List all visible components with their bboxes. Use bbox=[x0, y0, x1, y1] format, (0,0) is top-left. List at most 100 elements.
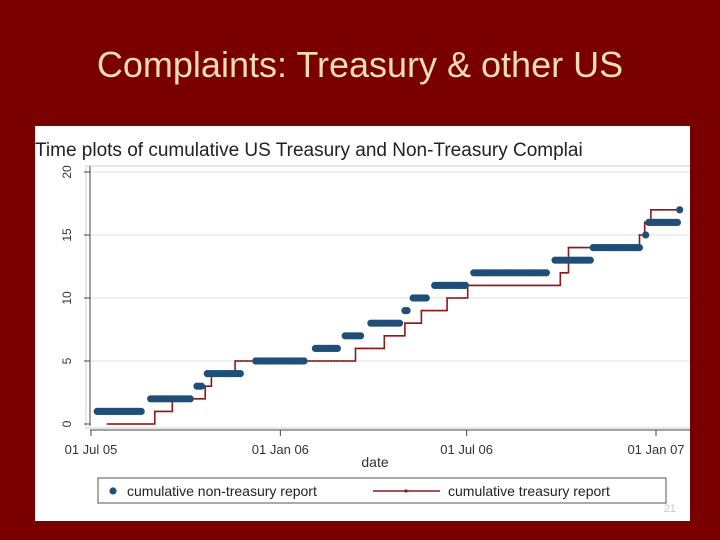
treasury-point bbox=[472, 284, 475, 287]
chart-title: Time plots of cumulative US Treasury and… bbox=[35, 140, 583, 161]
treasury-point bbox=[553, 284, 556, 287]
legend-marker-non-treasury bbox=[109, 487, 117, 495]
treasury-point bbox=[392, 334, 395, 337]
treasury-point bbox=[420, 309, 423, 312]
treasury-point bbox=[449, 297, 451, 299]
treasury-point bbox=[668, 208, 670, 211]
treasury-point bbox=[541, 284, 544, 287]
treasury-point bbox=[544, 284, 547, 287]
treasury-point bbox=[366, 347, 369, 350]
non-treasury-point bbox=[333, 344, 341, 352]
x-axis-label: date bbox=[361, 454, 388, 470]
treasury-point bbox=[455, 297, 457, 299]
y-tick-label: 10 bbox=[60, 291, 74, 305]
treasury-point bbox=[148, 423, 151, 425]
treasury-point bbox=[490, 284, 493, 287]
treasury-point bbox=[145, 423, 148, 425]
x-tick-label: 01 Jul 05 bbox=[65, 442, 118, 457]
treasury-point bbox=[416, 322, 418, 325]
treasury-point bbox=[565, 271, 568, 274]
treasury-point bbox=[423, 309, 426, 312]
treasury-point bbox=[237, 360, 240, 362]
treasury-point bbox=[517, 284, 520, 287]
treasury-point bbox=[381, 347, 384, 350]
treasury-point bbox=[570, 246, 573, 249]
cumulative-complaints-chart: 0 5 10 15 20 01 Jul 05 01 Jan 06 01 Jul 06 01 Ja… bbox=[60, 165, 690, 504]
treasury-point bbox=[505, 284, 508, 287]
treasury-point bbox=[198, 397, 201, 400]
treasury-point bbox=[153, 410, 156, 413]
treasury-point bbox=[665, 208, 667, 211]
treasury-point bbox=[333, 360, 335, 362]
non-treasury-point bbox=[461, 281, 470, 289]
treasury-point bbox=[529, 284, 532, 287]
y-tick-label: 5 bbox=[60, 357, 74, 364]
treasury-point bbox=[659, 208, 661, 211]
treasury-point bbox=[321, 360, 323, 362]
treasury-point bbox=[151, 423, 154, 425]
chart-panel: 0 5 10 15 20 01 Jul 05 01 Jan 06 01 Jul 06 01 Ja… bbox=[35, 126, 690, 521]
non-treasury-point bbox=[403, 307, 411, 315]
treasury-point bbox=[435, 309, 438, 312]
treasury-point bbox=[532, 284, 535, 287]
treasury-point bbox=[562, 271, 565, 274]
non-treasury-point bbox=[236, 370, 244, 378]
treasury-point bbox=[432, 309, 435, 312]
x-tick-label: 01 Jan 06 bbox=[252, 442, 309, 457]
treasury-point bbox=[523, 284, 526, 287]
treasury-point bbox=[526, 284, 529, 287]
treasury-point bbox=[493, 284, 496, 287]
treasury-point bbox=[638, 234, 641, 236]
treasury-point bbox=[656, 208, 658, 211]
treasury-point bbox=[130, 423, 133, 425]
treasury-point bbox=[342, 360, 344, 362]
treasury-point bbox=[520, 284, 523, 287]
treasury-point bbox=[133, 423, 136, 425]
treasury-point bbox=[345, 360, 347, 362]
treasury-point bbox=[674, 208, 676, 211]
legend-label-non-treasury: cumulative non-treasury report bbox=[127, 483, 317, 499]
treasury-point bbox=[413, 322, 415, 325]
treasury-point bbox=[207, 385, 210, 388]
series-line-treasury bbox=[107, 209, 677, 425]
treasury-point bbox=[318, 360, 320, 362]
treasury-point bbox=[383, 334, 386, 337]
page-number: 21 bbox=[663, 503, 676, 515]
treasury-point bbox=[398, 334, 401, 337]
treasury-point bbox=[201, 397, 204, 400]
treasury-point bbox=[118, 423, 121, 425]
treasury-point bbox=[210, 385, 213, 388]
non-treasury-point bbox=[300, 357, 308, 365]
treasury-point bbox=[508, 284, 511, 287]
treasury-point bbox=[156, 410, 159, 413]
plot-area-border bbox=[85, 165, 690, 429]
treasury-point bbox=[643, 221, 646, 224]
y-tick-label: 0 bbox=[60, 420, 74, 427]
treasury-point bbox=[243, 360, 246, 362]
treasury-point bbox=[550, 284, 553, 287]
treasury-point bbox=[115, 423, 118, 425]
treasury-point bbox=[502, 284, 505, 287]
treasury-point bbox=[324, 360, 326, 362]
non-treasury-point bbox=[542, 269, 550, 277]
treasury-point bbox=[357, 347, 360, 350]
treasury-point bbox=[336, 360, 338, 362]
treasury-point bbox=[315, 360, 317, 362]
treasury-point bbox=[389, 334, 392, 337]
treasury-point bbox=[339, 360, 341, 362]
treasury-point bbox=[407, 322, 409, 325]
treasury-point bbox=[653, 208, 655, 211]
non-treasury-point bbox=[422, 294, 430, 302]
treasury-point bbox=[348, 360, 350, 362]
treasury-point bbox=[429, 309, 432, 312]
treasury-point bbox=[327, 360, 329, 362]
non-treasury-point bbox=[586, 256, 594, 264]
treasury-point bbox=[195, 397, 198, 400]
non-treasury-point bbox=[676, 206, 684, 214]
non-treasury-point bbox=[186, 395, 194, 403]
treasury-point bbox=[573, 246, 576, 249]
treasury-point bbox=[162, 410, 165, 413]
treasury-point bbox=[559, 271, 562, 274]
treasury-point bbox=[579, 246, 582, 249]
y-tick-label: 15 bbox=[60, 228, 74, 242]
